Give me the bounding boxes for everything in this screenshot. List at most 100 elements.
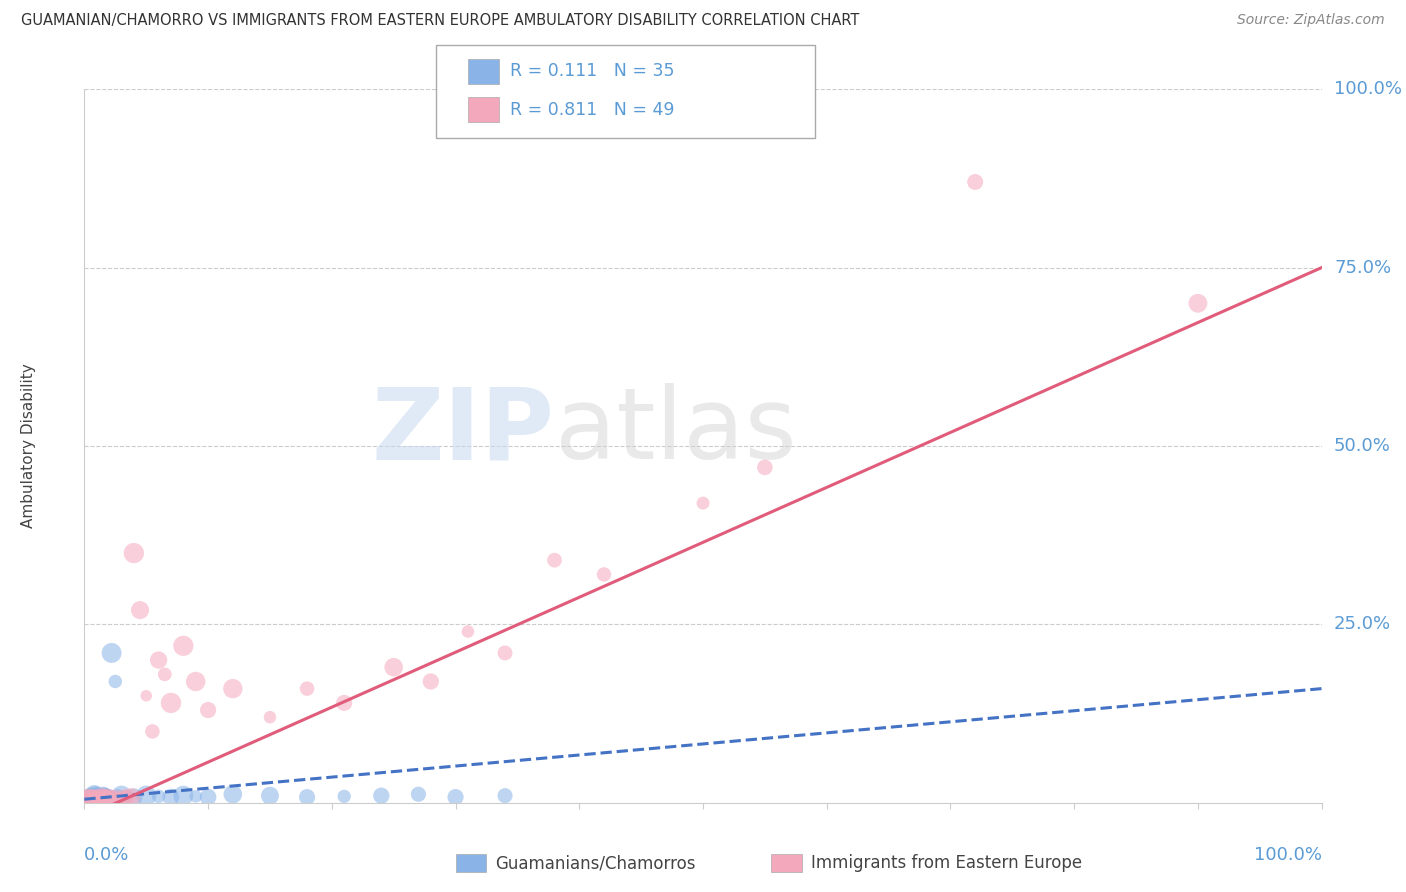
Point (197, 703, 219, 717)
Point (408, 787, 430, 801)
Point (754, 460, 776, 475)
Point (110, 790, 132, 805)
Point (333, 789, 356, 804)
Point (90, 789, 112, 804)
Point (107, 790, 129, 805)
Point (110, 789, 132, 803)
Point (104, 790, 127, 805)
Point (100, 646, 122, 660)
Point (98, 790, 121, 805)
Point (79, 793, 101, 807)
Text: 50.0%: 50.0% (1334, 437, 1391, 455)
FancyBboxPatch shape (456, 855, 486, 872)
Point (87, 792, 110, 806)
Point (100, 791, 122, 805)
Text: GUAMANIAN/CHAMORRO VS IMMIGRANTS FROM EASTERN EUROPE AMBULATORY DISABILITY CORRE: GUAMANIAN/CHAMORRO VS IMMIGRANTS FROM EA… (21, 13, 859, 29)
Text: 75.0%: 75.0% (1334, 259, 1391, 277)
Point (91, 792, 114, 806)
Point (457, 624, 479, 639)
Point (370, 789, 392, 803)
Point (184, 789, 207, 804)
Point (172, 789, 194, 803)
Point (333, 696, 356, 710)
Point (77, 791, 100, 805)
Point (87, 790, 110, 805)
Point (141, 724, 163, 739)
Point (120, 790, 142, 805)
Point (107, 792, 129, 806)
Point (160, 790, 183, 805)
Point (84, 789, 107, 804)
Point (129, 603, 152, 617)
Text: atlas: atlas (554, 384, 796, 480)
Point (82, 790, 104, 805)
Point (122, 546, 145, 560)
Point (222, 787, 245, 801)
Point (96, 787, 118, 801)
Point (80, 792, 103, 806)
Text: R = 0.111   N = 35: R = 0.111 N = 35 (510, 62, 675, 80)
Text: Immigrants from Eastern Europe: Immigrants from Eastern Europe (811, 855, 1081, 872)
Point (259, 710, 281, 724)
Text: R = 0.811   N = 49: R = 0.811 N = 49 (510, 101, 675, 119)
Point (80, 790, 103, 805)
Text: 100.0%: 100.0% (1254, 846, 1322, 863)
Point (148, 789, 170, 804)
Point (79, 790, 101, 805)
Text: Guamanians/Chamorros: Guamanians/Chamorros (495, 855, 696, 872)
Point (692, 496, 714, 510)
Point (122, 790, 145, 805)
Point (96, 792, 118, 806)
Point (160, 696, 183, 710)
Point (89, 792, 111, 806)
Text: 25.0%: 25.0% (1334, 615, 1391, 633)
Point (104, 674, 127, 689)
Point (135, 689, 157, 703)
Point (112, 791, 135, 805)
Point (79, 790, 101, 805)
Point (89, 787, 111, 801)
Point (117, 789, 139, 804)
Point (76, 792, 98, 806)
Point (89, 791, 111, 805)
Point (419, 674, 441, 689)
Point (153, 667, 176, 681)
Point (172, 639, 194, 653)
Point (965, 175, 987, 189)
Point (259, 789, 281, 803)
Point (89, 790, 111, 805)
Point (135, 789, 157, 803)
Point (98, 789, 121, 804)
Point (222, 681, 245, 696)
Point (295, 790, 318, 805)
Point (86, 789, 108, 803)
Point (94, 790, 117, 805)
Point (1187, 296, 1209, 310)
Text: 0.0%: 0.0% (84, 846, 129, 863)
Point (184, 674, 207, 689)
Point (77, 792, 100, 806)
Text: 100.0%: 100.0% (1334, 80, 1402, 98)
Point (494, 789, 516, 803)
Point (93, 790, 115, 805)
Point (593, 567, 616, 582)
Point (93, 791, 115, 805)
Point (148, 653, 170, 667)
Point (90, 790, 112, 805)
Point (543, 553, 565, 567)
Text: Source: ZipAtlas.com: Source: ZipAtlas.com (1237, 13, 1385, 28)
Point (83, 787, 105, 801)
Point (86, 790, 108, 805)
Point (444, 790, 467, 805)
Point (117, 790, 139, 805)
Point (84, 792, 107, 806)
Point (494, 646, 516, 660)
Point (295, 681, 318, 696)
Point (83, 791, 105, 805)
Point (91, 789, 114, 803)
Point (197, 790, 219, 805)
Point (382, 660, 405, 674)
FancyBboxPatch shape (770, 855, 801, 872)
Text: ZIP: ZIP (371, 384, 554, 480)
Point (94, 789, 117, 803)
